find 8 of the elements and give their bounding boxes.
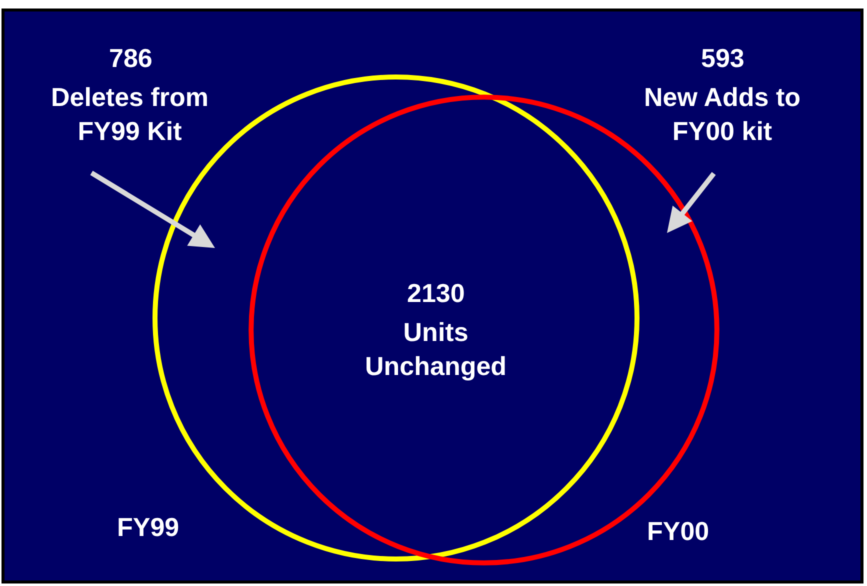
category-label: Units Unchanged — [365, 317, 507, 381]
category-label: Deletes from FY99 Kit — [51, 82, 208, 146]
data-label: 786 — [109, 43, 152, 73]
text: FY00 — [647, 516, 710, 546]
text: FY99 — [117, 512, 180, 542]
category-label: New Adds to FY00 kit — [644, 82, 800, 146]
data-label: 2130 — [407, 278, 465, 308]
data-label: 593 — [701, 43, 744, 73]
